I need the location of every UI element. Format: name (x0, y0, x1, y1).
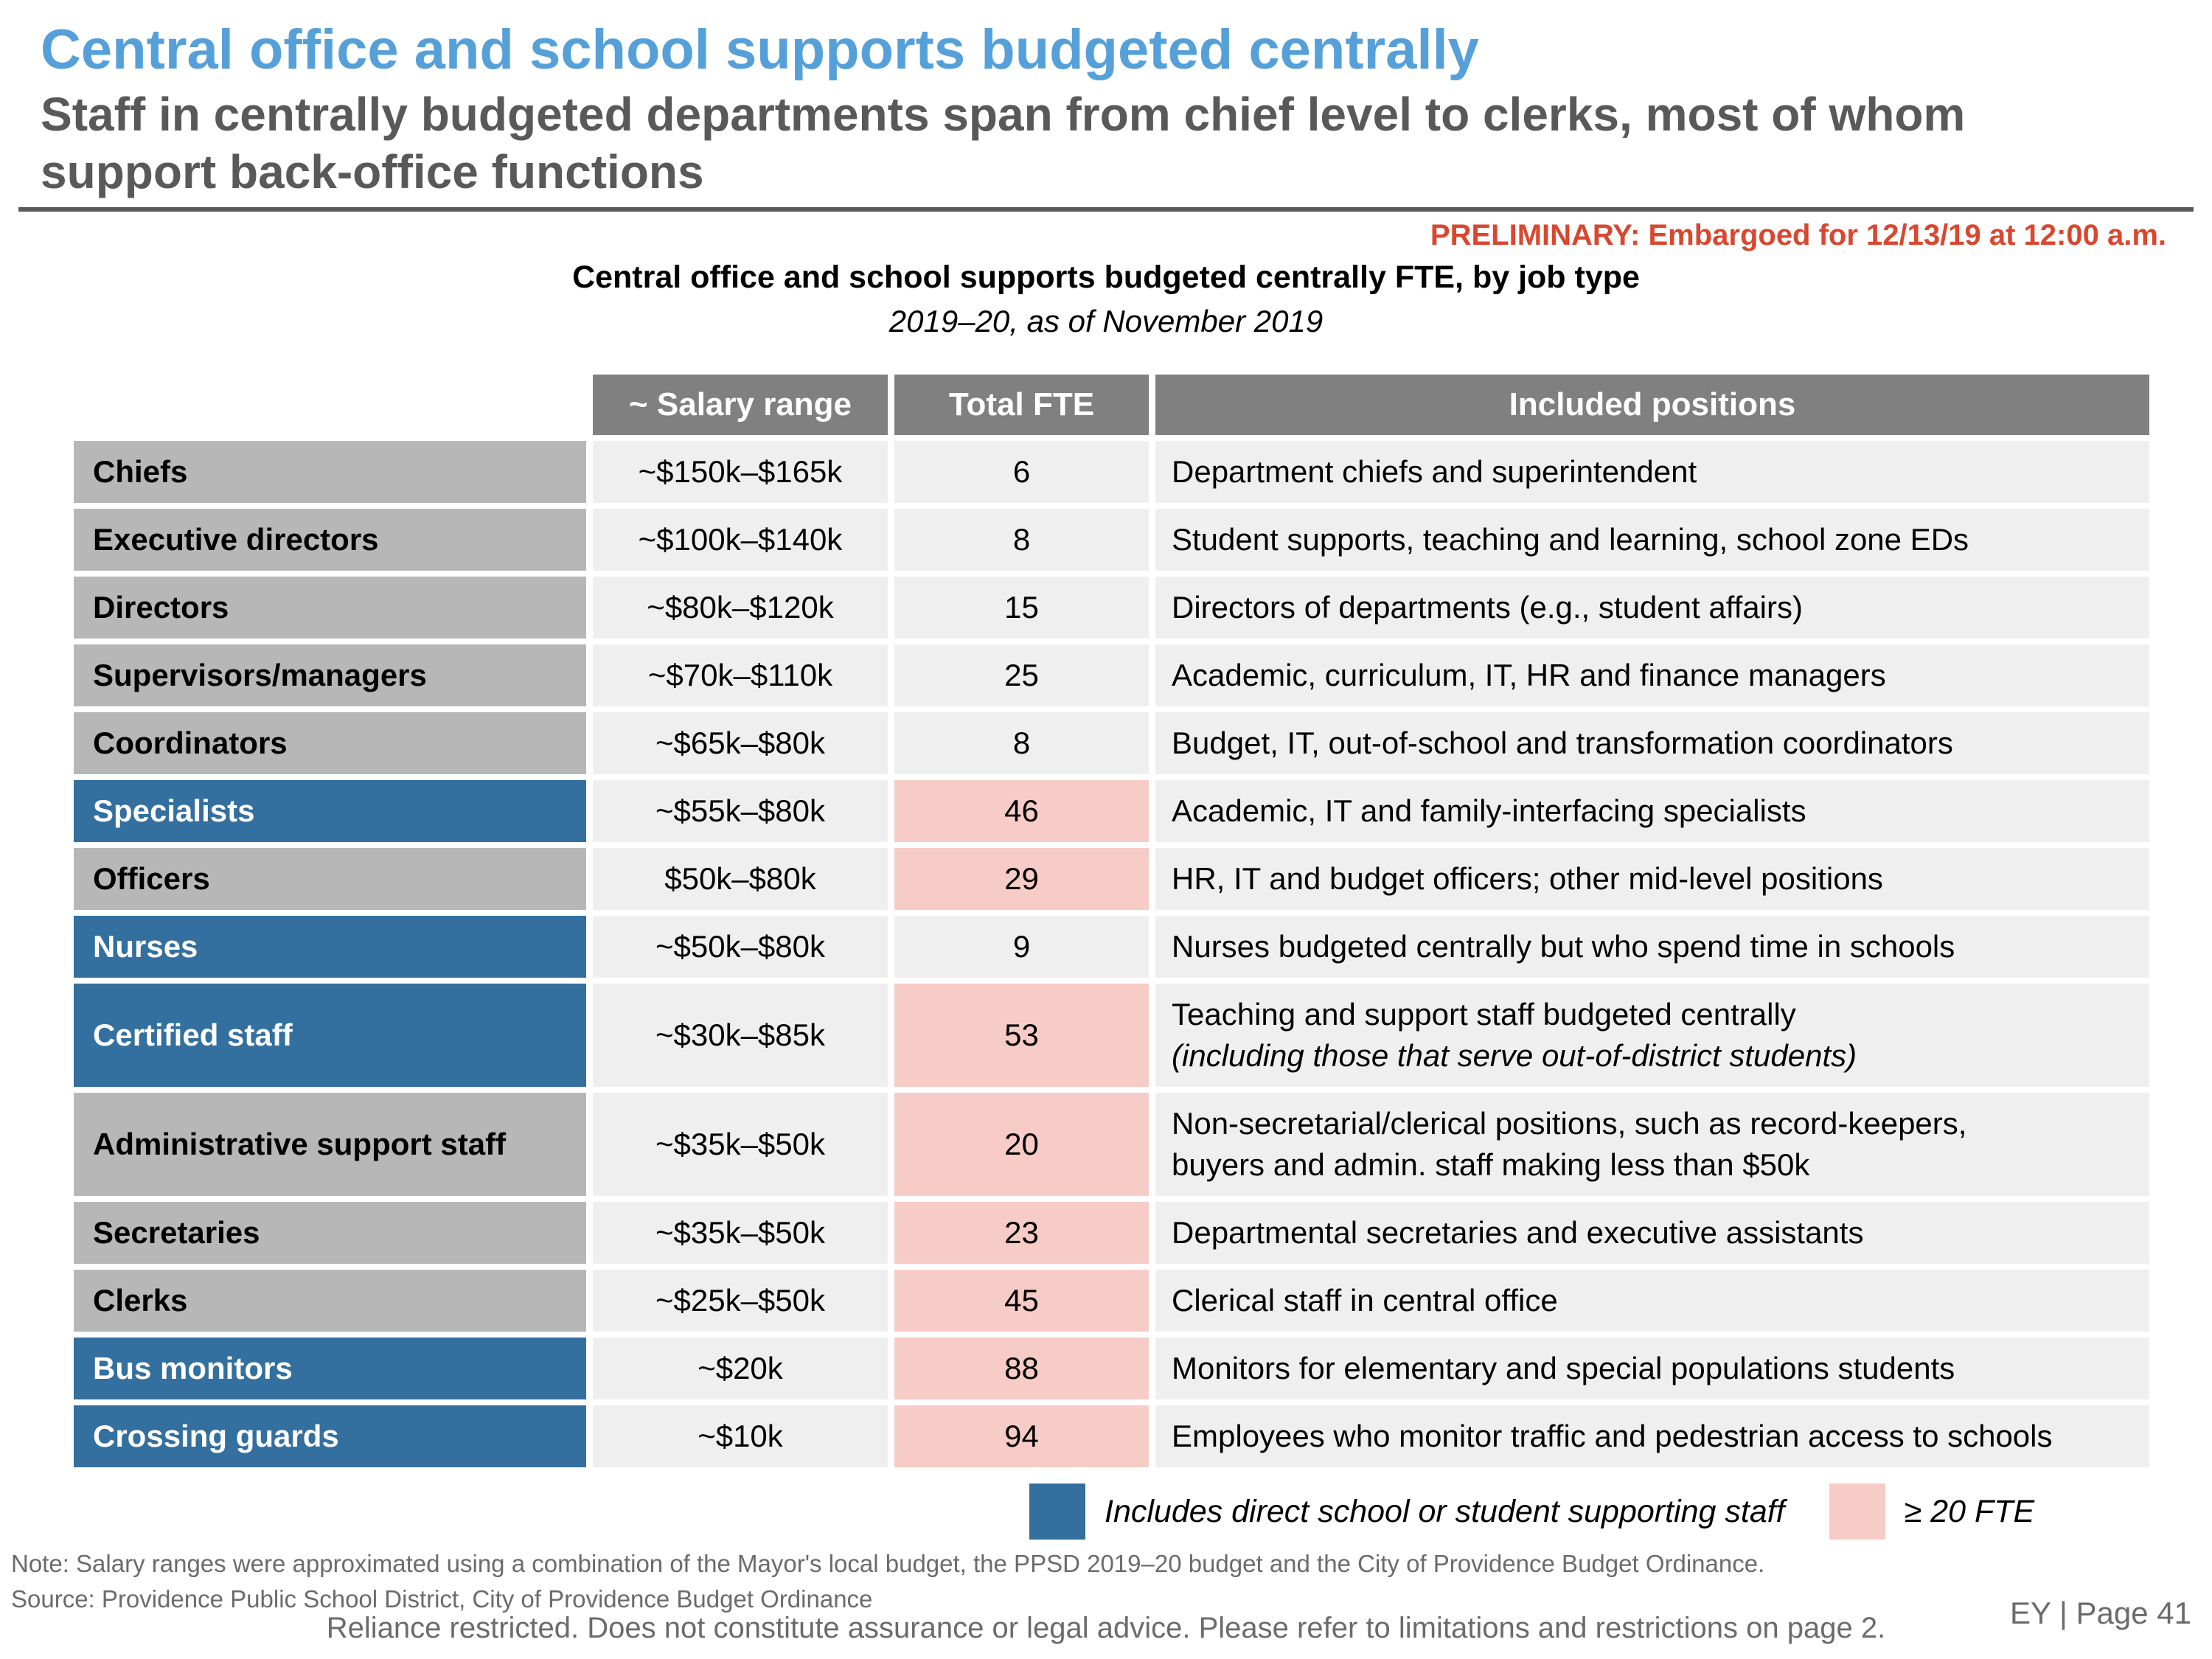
included-positions-text: Departmental secretaries and executive a… (1155, 1202, 2149, 1264)
included-positions-text: Department chiefs and superintendent (1155, 441, 2149, 503)
positions-line-1: Clerical staff in central office (1172, 1283, 1558, 1318)
salary-range-value: ~$70k–$110k (593, 644, 888, 706)
header-divider (18, 207, 2194, 212)
total-fte-value: 20 (894, 1093, 1149, 1196)
positions-line-1: HR, IT and budget officers; other mid-le… (1172, 861, 1883, 896)
job-type-label: Coordinators (74, 712, 586, 774)
included-positions-text: Budget, IT, out-of-school and transforma… (1155, 712, 2149, 774)
salary-range-value: ~$55k–$80k (593, 780, 888, 842)
total-fte-value: 45 (894, 1270, 1149, 1332)
positions-line-1: Academic, IT and family-interfacing spec… (1172, 793, 1806, 828)
included-positions-text: Academic, curriculum, IT, HR and finance… (1155, 644, 2149, 706)
job-type-label: Bus monitors (74, 1338, 586, 1399)
positions-line-1: Nurses budgeted centrally but who spend … (1172, 929, 1955, 964)
total-fte-value: 9 (894, 916, 1149, 978)
total-fte-value: 88 (894, 1338, 1149, 1399)
preliminary-banner: PRELIMINARY: Embargoed for 12/13/19 at 1… (1430, 219, 2166, 251)
positions-line-1: Department chiefs and superintendent (1172, 454, 1697, 489)
included-positions-text: Academic, IT and family-interfacing spec… (1155, 780, 2149, 842)
job-type-label: Chiefs (74, 441, 586, 503)
total-fte-value: 94 (894, 1405, 1149, 1467)
total-fte-value: 46 (894, 780, 1149, 842)
positions-line-1: Budget, IT, out-of-school and transforma… (1172, 726, 1953, 760)
job-type-label: Administrative support staff (74, 1093, 586, 1196)
positions-line-1: Teaching and support staff budgeted cent… (1172, 997, 1796, 1032)
included-positions-text: Employees who monitor traffic and pedest… (1155, 1405, 2149, 1467)
salary-range-value: ~$20k (593, 1338, 888, 1399)
legend-blue-label: Includes direct school or student suppor… (1105, 1493, 1785, 1529)
positions-line-1: Non-secretarial/clerical positions, such… (1172, 1106, 1967, 1141)
job-type-label: Secretaries (74, 1202, 586, 1264)
positions-line-1: Directors of departments (e.g., student … (1172, 590, 1803, 625)
fte-table: ~ Salary range Total FTE Included positi… (74, 375, 2149, 1467)
header-spacer-cell (74, 375, 586, 435)
included-positions-text: Clerical staff in central office (1155, 1270, 2149, 1332)
column-header-included-positions: Included positions (1155, 375, 2149, 435)
job-type-label: Directors (74, 577, 586, 639)
job-type-label: Supervisors/managers (74, 644, 586, 706)
salary-range-value: ~$80k–$120k (593, 577, 888, 639)
included-positions-text: Nurses budgeted centrally but who spend … (1155, 916, 2149, 978)
job-type-label: Certified staff (74, 984, 586, 1087)
total-fte-value: 25 (894, 644, 1149, 706)
total-fte-value: 53 (894, 984, 1149, 1087)
job-type-label: Executive directors (74, 509, 586, 571)
total-fte-value: 8 (894, 509, 1149, 571)
included-positions-text: Student supports, teaching and learning,… (1155, 509, 2149, 571)
footer-page-number: EY | Page 41 (2010, 1596, 2191, 1630)
included-positions-text: HR, IT and budget officers; other mid-le… (1155, 848, 2149, 910)
footer-note: Note: Salary ranges were approximated us… (11, 1550, 1765, 1577)
legend-blue-swatch-icon (1029, 1484, 1085, 1540)
total-fte-value: 23 (894, 1202, 1149, 1264)
page-subtitle: Staff in centrally budgeted departments … (41, 88, 1966, 198)
included-positions-text: Directors of departments (e.g., student … (1155, 577, 2149, 639)
salary-range-value: ~$65k–$80k (593, 712, 888, 774)
page-title: Central office and school supports budge… (41, 18, 1479, 81)
total-fte-value: 29 (894, 848, 1149, 910)
salary-range-value: ~$25k–$50k (593, 1270, 888, 1332)
salary-range-value: ~$30k–$85k (593, 984, 888, 1087)
column-header-total-fte: Total FTE (894, 375, 1149, 435)
total-fte-value: 15 (894, 577, 1149, 639)
positions-line-2: (including those that serve out-of-distr… (1172, 1038, 1857, 1073)
total-fte-value: 8 (894, 712, 1149, 774)
salary-range-value: ~$50k–$80k (593, 916, 888, 978)
legend: Includes direct school or student suppor… (1029, 1484, 2034, 1540)
included-positions-text: Monitors for elementary and special popu… (1155, 1338, 2149, 1399)
job-type-label: Officers (74, 848, 586, 910)
positions-line-1: Departmental secretaries and executive a… (1172, 1215, 1864, 1250)
positions-line-1: Monitors for elementary and special popu… (1172, 1351, 1955, 1385)
positions-line-1: Student supports, teaching and learning,… (1172, 522, 1969, 557)
job-type-label: Specialists (74, 780, 586, 842)
positions-line-1: Academic, curriculum, IT, HR and finance… (1172, 658, 1886, 692)
column-header-salary-range: ~ Salary range (593, 375, 888, 435)
table-subtitle: 2019–20, as of November 2019 (888, 304, 1324, 338)
job-type-label: Crossing guards (74, 1405, 586, 1467)
included-positions-text: Teaching and support staff budgeted cent… (1155, 984, 2149, 1087)
slide-header: Central office and school supports budge… (41, 18, 2157, 201)
footer-source: Source: Providence Public School Distric… (11, 1585, 873, 1613)
salary-range-value: ~$35k–$50k (593, 1093, 888, 1196)
legend-pink-swatch-icon (1829, 1484, 1885, 1540)
positions-line-1: Employees who monitor traffic and pedest… (1172, 1419, 2053, 1453)
salary-range-value: ~$10k (593, 1405, 888, 1467)
job-type-label: Clerks (74, 1270, 586, 1332)
included-positions-text: Non-secretarial/clerical positions, such… (1155, 1093, 2149, 1196)
job-type-label: Nurses (74, 916, 586, 978)
salary-range-value: ~$150k–$165k (593, 441, 888, 503)
salary-range-value: $50k–$80k (593, 848, 888, 910)
legend-pink-label: ≥ 20 FTE (1904, 1493, 2035, 1529)
table-title: Central office and school supports budge… (572, 260, 1640, 295)
salary-range-value: ~$35k–$50k (593, 1202, 888, 1264)
footer-reliance: Reliance restricted. Does not constitute… (326, 1612, 1886, 1644)
positions-line-2: buyers and admin. staff making less than… (1172, 1147, 1810, 1182)
total-fte-value: 6 (894, 441, 1149, 503)
salary-range-value: ~$100k–$140k (593, 509, 888, 571)
